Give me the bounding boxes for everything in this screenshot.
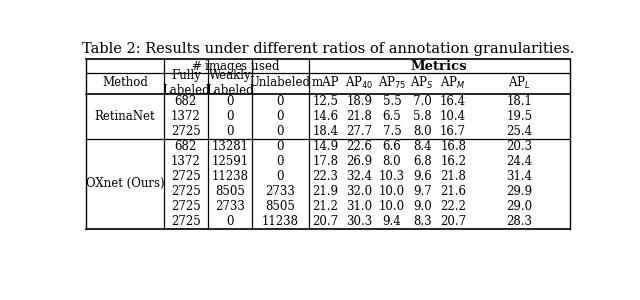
Text: 6.8: 6.8 bbox=[413, 155, 431, 168]
Text: 0: 0 bbox=[226, 125, 234, 138]
Text: 32.0: 32.0 bbox=[346, 185, 372, 198]
Text: 9.6: 9.6 bbox=[413, 170, 431, 183]
Text: 0: 0 bbox=[276, 110, 284, 123]
Text: Fully
Labeled: Fully Labeled bbox=[162, 69, 210, 97]
Text: 2725: 2725 bbox=[171, 185, 201, 198]
Text: 21.9: 21.9 bbox=[312, 185, 339, 198]
Text: Weakly
Labeled: Weakly Labeled bbox=[206, 69, 254, 97]
Text: 30.3: 30.3 bbox=[346, 215, 372, 228]
Text: 8505: 8505 bbox=[266, 200, 295, 213]
Text: 10.3: 10.3 bbox=[379, 170, 405, 183]
Text: RetinaNet: RetinaNet bbox=[95, 110, 156, 123]
Text: 5.8: 5.8 bbox=[413, 110, 431, 123]
Text: 17.8: 17.8 bbox=[312, 155, 339, 168]
Text: 21.8: 21.8 bbox=[346, 110, 372, 123]
Text: 16.8: 16.8 bbox=[440, 140, 466, 153]
Text: 0: 0 bbox=[276, 125, 284, 138]
Text: Method: Method bbox=[102, 76, 148, 89]
Text: 5.5: 5.5 bbox=[383, 95, 401, 108]
Text: AP$_L$: AP$_L$ bbox=[508, 74, 531, 91]
Text: 682: 682 bbox=[175, 95, 197, 108]
Text: 2725: 2725 bbox=[171, 215, 201, 228]
Text: 12591: 12591 bbox=[211, 155, 248, 168]
Text: 0: 0 bbox=[276, 155, 284, 168]
Text: 31.4: 31.4 bbox=[506, 170, 532, 183]
Text: 14.6: 14.6 bbox=[312, 110, 339, 123]
Text: 18.9: 18.9 bbox=[346, 95, 372, 108]
Text: 29.9: 29.9 bbox=[506, 185, 532, 198]
Text: 682: 682 bbox=[175, 140, 197, 153]
Text: 8.4: 8.4 bbox=[413, 140, 431, 153]
Text: 22.2: 22.2 bbox=[440, 200, 466, 213]
Text: 10.0: 10.0 bbox=[379, 200, 405, 213]
Text: Metrics: Metrics bbox=[411, 59, 468, 73]
Text: 27.7: 27.7 bbox=[346, 125, 372, 138]
Text: 10.4: 10.4 bbox=[440, 110, 466, 123]
Text: 0: 0 bbox=[276, 95, 284, 108]
Text: 13281: 13281 bbox=[211, 140, 248, 153]
Text: 12.5: 12.5 bbox=[312, 95, 339, 108]
Text: 28.3: 28.3 bbox=[506, 215, 532, 228]
Text: 0: 0 bbox=[226, 215, 234, 228]
Text: 14.9: 14.9 bbox=[312, 140, 339, 153]
Text: 16.7: 16.7 bbox=[440, 125, 466, 138]
Text: 22.6: 22.6 bbox=[346, 140, 372, 153]
Text: 0: 0 bbox=[276, 170, 284, 183]
Text: 8505: 8505 bbox=[215, 185, 245, 198]
Text: 8.0: 8.0 bbox=[413, 125, 431, 138]
Text: 16.2: 16.2 bbox=[440, 155, 466, 168]
Text: 2733: 2733 bbox=[266, 185, 295, 198]
Text: 2725: 2725 bbox=[171, 200, 201, 213]
Text: 20.7: 20.7 bbox=[312, 215, 339, 228]
Text: 7.0: 7.0 bbox=[413, 95, 431, 108]
Text: 2725: 2725 bbox=[171, 125, 201, 138]
Text: 9.0: 9.0 bbox=[413, 200, 431, 213]
Text: 20.3: 20.3 bbox=[506, 140, 532, 153]
Text: 25.4: 25.4 bbox=[506, 125, 532, 138]
Text: 32.4: 32.4 bbox=[346, 170, 372, 183]
Text: 18.4: 18.4 bbox=[312, 125, 339, 138]
Text: 6.5: 6.5 bbox=[383, 110, 401, 123]
Text: 19.5: 19.5 bbox=[506, 110, 532, 123]
Text: 21.6: 21.6 bbox=[440, 185, 466, 198]
Text: 7.5: 7.5 bbox=[383, 125, 401, 138]
Text: 1372: 1372 bbox=[171, 110, 201, 123]
Text: 8.3: 8.3 bbox=[413, 215, 431, 228]
Text: 21.2: 21.2 bbox=[312, 200, 338, 213]
Text: 8.0: 8.0 bbox=[383, 155, 401, 168]
Text: 21.8: 21.8 bbox=[440, 170, 466, 183]
Text: 0: 0 bbox=[276, 140, 284, 153]
Text: 31.0: 31.0 bbox=[346, 200, 372, 213]
Text: 16.4: 16.4 bbox=[440, 95, 466, 108]
Text: 9.4: 9.4 bbox=[383, 215, 401, 228]
Text: AP$_M$: AP$_M$ bbox=[440, 74, 466, 91]
Text: AP$_{40}$: AP$_{40}$ bbox=[345, 74, 374, 91]
Text: 0: 0 bbox=[226, 110, 234, 123]
Text: $\#$ images used: $\#$ images used bbox=[191, 58, 281, 74]
Text: AP$_{75}$: AP$_{75}$ bbox=[378, 74, 406, 91]
Text: 26.9: 26.9 bbox=[346, 155, 372, 168]
Text: 9.7: 9.7 bbox=[413, 185, 431, 198]
Text: mAP: mAP bbox=[312, 76, 339, 89]
Text: 29.0: 29.0 bbox=[506, 200, 532, 213]
Text: 18.1: 18.1 bbox=[506, 95, 532, 108]
Text: 11238: 11238 bbox=[262, 215, 299, 228]
Text: Table 2: Results under different ratios of annotation granularities.: Table 2: Results under different ratios … bbox=[82, 42, 574, 56]
Text: 11238: 11238 bbox=[211, 170, 248, 183]
Text: 20.7: 20.7 bbox=[440, 215, 466, 228]
Text: 10.0: 10.0 bbox=[379, 185, 405, 198]
Text: 22.3: 22.3 bbox=[312, 170, 339, 183]
Text: 0: 0 bbox=[226, 95, 234, 108]
Text: OXnet (Ours): OXnet (Ours) bbox=[86, 177, 164, 190]
Text: 24.4: 24.4 bbox=[506, 155, 532, 168]
Text: AP$_S$: AP$_S$ bbox=[410, 74, 434, 91]
Text: 6.6: 6.6 bbox=[383, 140, 401, 153]
Text: 1372: 1372 bbox=[171, 155, 201, 168]
Text: 2725: 2725 bbox=[171, 170, 201, 183]
Text: Unlabeled: Unlabeled bbox=[250, 76, 311, 89]
Text: 2733: 2733 bbox=[215, 200, 245, 213]
